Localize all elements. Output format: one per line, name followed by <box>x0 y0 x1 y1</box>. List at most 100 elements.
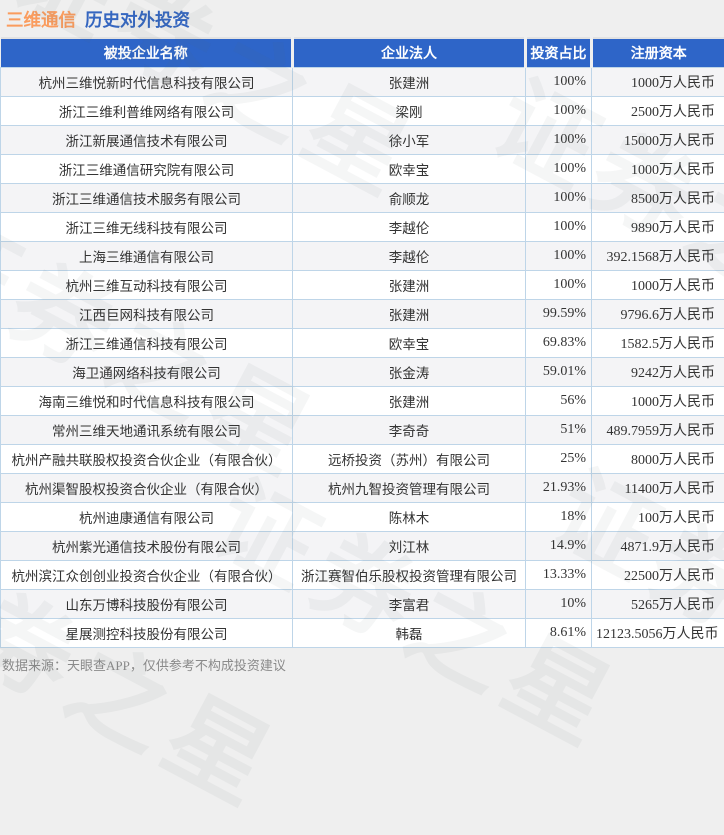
capital-cell: 9242万人民币 <box>592 358 724 387</box>
company-name-cell: 浙江三维通信技术服务有限公司 <box>1 184 293 213</box>
capital-cell: 489.7959万人民币 <box>592 416 724 445</box>
company-name-cell: 浙江三维通信研究院有限公司 <box>1 155 293 184</box>
capital-cell: 22500万人民币 <box>592 561 724 590</box>
legal-person-cell: 俞顺龙 <box>293 184 526 213</box>
capital-cell: 9796.6万人民币 <box>592 300 724 329</box>
company-name-cell: 海南三维悦和时代信息科技有限公司 <box>1 387 293 416</box>
capital-cell: 1000万人民币 <box>592 68 724 97</box>
legal-person-cell: 张建洲 <box>293 387 526 416</box>
ratio-cell: 100% <box>526 242 592 271</box>
company-name-cell: 上海三维通信有限公司 <box>1 242 293 271</box>
data-source-note: 数据来源：天眼查APP，仅供参考不构成投资建议 <box>2 655 286 674</box>
header-invest-ratio: 投资占比 <box>526 38 592 68</box>
investment-table: 被投企业名称 企业法人 投资占比 注册资本 杭州三维悦新时代信息科技有限公司张建… <box>0 37 724 648</box>
capital-cell: 15000万人民币 <box>592 126 724 155</box>
ratio-cell: 69.83% <box>526 329 592 358</box>
legal-person-cell: 张建洲 <box>293 271 526 300</box>
capital-cell: 9890万人民币 <box>592 213 724 242</box>
header-reg-capital: 注册资本 <box>592 38 724 68</box>
ratio-cell: 100% <box>526 68 592 97</box>
ratio-cell: 18% <box>526 503 592 532</box>
ratio-cell: 99.59% <box>526 300 592 329</box>
ratio-cell: 100% <box>526 213 592 242</box>
company-name-cell: 杭州紫光通信技术股份有限公司 <box>1 532 293 561</box>
ratio-cell: 100% <box>526 184 592 213</box>
company-name-cell: 浙江三维利普维网络有限公司 <box>1 97 293 126</box>
company-name-cell: 星展测控科技股份有限公司 <box>1 619 293 648</box>
legal-person-cell: 徐小军 <box>293 126 526 155</box>
legal-person-cell: 浙江赛智伯乐股权投资管理有限公司 <box>293 561 526 590</box>
legal-person-cell: 梁刚 <box>293 97 526 126</box>
title-section-label: 历史对外投资 <box>85 10 190 30</box>
capital-cell: 12123.5056万人民币 <box>592 619 724 648</box>
capital-cell: 8500万人民币 <box>592 184 724 213</box>
ratio-cell: 100% <box>526 155 592 184</box>
legal-person-cell: 远桥投资（苏州）有限公司 <box>293 445 526 474</box>
legal-person-cell: 李富君 <box>293 590 526 619</box>
legal-person-cell: 李越伦 <box>293 242 526 271</box>
ratio-cell: 8.61% <box>526 619 592 648</box>
legal-person-cell: 李越伦 <box>293 213 526 242</box>
company-name-cell: 杭州产融共联股权投资合伙企业（有限合伙） <box>1 445 293 474</box>
ratio-cell: 10% <box>526 590 592 619</box>
legal-person-cell: 欧幸宝 <box>293 155 526 184</box>
page-title: 三维通信历史对外投资 <box>6 7 190 32</box>
legal-person-cell: 张建洲 <box>293 68 526 97</box>
company-name-cell: 杭州三维悦新时代信息科技有限公司 <box>1 68 293 97</box>
ratio-cell: 51% <box>526 416 592 445</box>
legal-person-cell: 陈林木 <box>293 503 526 532</box>
company-name-cell: 常州三维天地通讯系统有限公司 <box>1 416 293 445</box>
capital-cell: 4871.9万人民币 <box>592 532 724 561</box>
company-name-cell: 海卫通网络科技有限公司 <box>1 358 293 387</box>
capital-cell: 11400万人民币 <box>592 474 724 503</box>
company-name-cell: 江西巨网科技有限公司 <box>1 300 293 329</box>
company-name-cell: 浙江三维无线科技有限公司 <box>1 213 293 242</box>
ratio-cell: 56% <box>526 387 592 416</box>
capital-cell: 1000万人民币 <box>592 387 724 416</box>
ratio-cell: 21.93% <box>526 474 592 503</box>
capital-cell: 1582.5万人民币 <box>592 329 724 358</box>
capital-cell: 392.1568万人民币 <box>592 242 724 271</box>
legal-person-cell: 李奇奇 <box>293 416 526 445</box>
table-header: 被投企业名称 企业法人 投资占比 注册资本 <box>1 38 724 68</box>
company-name-cell: 杭州渠智股权投资合伙企业（有限合伙） <box>1 474 293 503</box>
header-legal-person: 企业法人 <box>293 38 526 68</box>
capital-cell: 5265万人民币 <box>592 590 724 619</box>
legal-person-cell: 张建洲 <box>293 300 526 329</box>
ratio-cell: 59.01% <box>526 358 592 387</box>
ratio-cell: 14.9% <box>526 532 592 561</box>
ratio-cell: 100% <box>526 97 592 126</box>
company-name-cell: 杭州迪康通信有限公司 <box>1 503 293 532</box>
legal-person-cell: 韩磊 <box>293 619 526 648</box>
legal-person-cell: 杭州九智投资管理有限公司 <box>293 474 526 503</box>
legal-person-cell: 欧幸宝 <box>293 329 526 358</box>
company-name-cell: 杭州滨江众创创业投资合伙企业（有限合伙） <box>1 561 293 590</box>
capital-cell: 1000万人民币 <box>592 271 724 300</box>
legal-person-cell: 刘江林 <box>293 532 526 561</box>
company-name-cell: 杭州三维互动科技有限公司 <box>1 271 293 300</box>
header-company-name: 被投企业名称 <box>1 38 293 68</box>
capital-cell: 1000万人民币 <box>592 155 724 184</box>
stock-name: 三维通信 <box>6 10 76 30</box>
company-name-cell: 山东万博科技股份有限公司 <box>1 590 293 619</box>
ratio-cell: 100% <box>526 271 592 300</box>
legal-person-cell: 张金涛 <box>293 358 526 387</box>
